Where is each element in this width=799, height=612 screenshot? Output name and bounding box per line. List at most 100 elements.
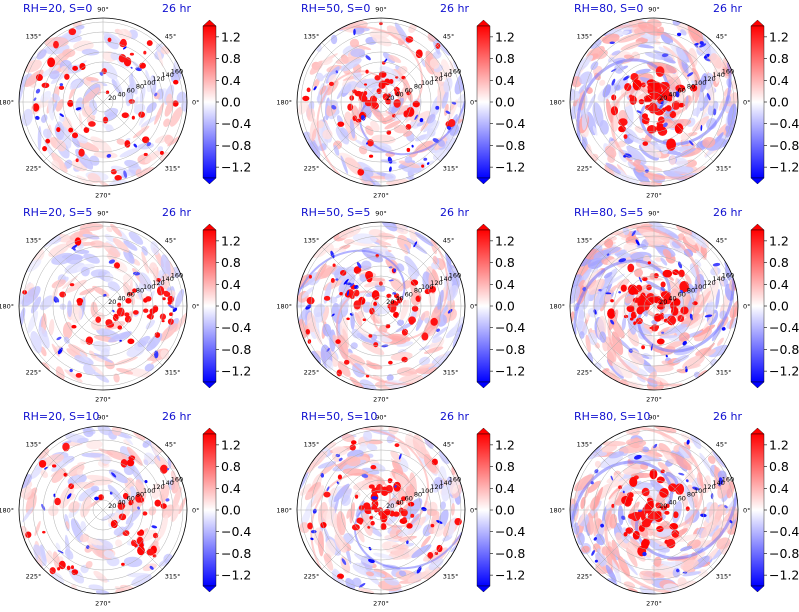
field-wash <box>68 464 85 477</box>
colorbar-tick-label: 0.8 <box>769 255 789 270</box>
field-wash <box>681 60 690 74</box>
field-wash <box>392 460 404 476</box>
colorbar-body <box>202 433 217 587</box>
field-wash <box>717 470 727 480</box>
r-tick-label: 60 <box>678 495 686 503</box>
field-wash <box>608 451 625 459</box>
convective-cell <box>448 118 456 127</box>
panel-title: RH=80, S=10 <box>574 410 650 423</box>
colorbar: 1.2 0.8 0.4 0.0 −0.4 −0.8 −1.2 <box>750 19 799 185</box>
field-wash <box>169 106 183 127</box>
convective-cell <box>112 313 119 322</box>
convective-cell <box>25 531 32 538</box>
field-wash <box>585 312 590 320</box>
panel-title: RH=50, S=0 <box>301 2 370 15</box>
field-wash <box>111 426 122 436</box>
downdraft-streak <box>75 107 82 111</box>
polar-frame <box>18 221 188 391</box>
downdraft-streak <box>729 520 733 524</box>
field-wash <box>714 264 718 277</box>
theta-tick-label: 180° <box>549 303 565 311</box>
downdraft-streak <box>591 550 595 556</box>
downdraft-streak <box>384 58 388 63</box>
colorbar-tick-label: 0.0 <box>495 95 515 110</box>
theta-tick-label: 315° <box>165 368 181 376</box>
downdraft-streak <box>154 92 158 97</box>
convective-cell <box>332 263 336 267</box>
r-tick-label: 120 <box>703 75 715 83</box>
field-wash <box>33 544 47 567</box>
time-label: 26 hr <box>713 410 742 423</box>
field-wash <box>638 450 660 459</box>
spiral-band <box>316 70 388 176</box>
field <box>19 18 187 186</box>
convective-cell <box>380 523 387 531</box>
theta-gridline <box>321 42 382 103</box>
convective-cell <box>137 545 145 556</box>
field-wash <box>137 335 151 348</box>
field-wash <box>697 370 708 377</box>
field-wash <box>388 548 414 560</box>
theta-tick-label: 45° <box>443 33 455 41</box>
field-wash <box>605 564 617 583</box>
theta-tick-label: 180° <box>276 507 292 515</box>
convective-cell <box>371 102 379 110</box>
r-tick-label: 20 <box>108 94 116 102</box>
spiral-band <box>360 427 430 528</box>
colorbar-tick-label: 0.8 <box>495 459 515 474</box>
theta-gridline <box>653 101 714 162</box>
field-wash <box>678 332 690 342</box>
convective-cell <box>367 139 374 147</box>
r-tick-label: 120 <box>152 483 164 491</box>
convective-cell <box>638 98 645 105</box>
field-wash <box>123 439 131 446</box>
downdraft-streak <box>423 157 428 161</box>
r-tick-label: 40 <box>117 498 125 506</box>
downdraft-streak <box>700 124 703 132</box>
convective-cell <box>610 106 619 116</box>
field-wash <box>70 518 84 543</box>
field-wash <box>354 311 363 327</box>
field-wash <box>341 81 358 94</box>
field-wash <box>299 471 309 490</box>
downdraft-streak <box>360 114 366 121</box>
theta-tick-label: 225° <box>304 572 320 580</box>
convective-cell <box>350 440 357 445</box>
field-wash <box>723 87 729 97</box>
field-wash <box>448 517 457 538</box>
convective-cell <box>660 469 665 474</box>
convective-cell <box>368 154 374 158</box>
colorbar-tick-label: −0.4 <box>495 524 525 539</box>
field-wash <box>612 559 622 584</box>
downdraft-streak <box>338 457 343 462</box>
field-wash <box>146 102 157 114</box>
field-wash <box>422 524 433 537</box>
theta-tick-label: 135° <box>577 237 593 245</box>
field-wash <box>354 553 374 566</box>
convective-cell <box>374 292 378 296</box>
r-tick-label: 120 <box>430 483 442 491</box>
convective-cell <box>121 112 129 119</box>
convective-cell <box>675 483 685 495</box>
field-wash <box>34 520 41 536</box>
downdraft-streak <box>313 86 317 91</box>
r-tick-label: 40 <box>117 294 125 302</box>
convective-cell <box>401 356 408 363</box>
r-tick-label: 40 <box>395 90 403 98</box>
field-wash <box>116 367 134 375</box>
field-wash <box>73 40 94 52</box>
downdraft-streak <box>677 261 683 269</box>
field-wash <box>674 157 689 167</box>
downdraft-streak <box>624 153 632 158</box>
field-wash <box>601 268 618 289</box>
theta-tick-label: 270° <box>646 396 662 404</box>
field-wash <box>106 450 129 461</box>
r-tick-label: 40 <box>668 294 676 302</box>
theta-tick-label: 270° <box>646 192 662 200</box>
convective-cell <box>364 99 373 107</box>
downdraft-streak <box>130 66 133 69</box>
field-wash <box>88 350 97 359</box>
colorbar-extend-min <box>476 381 491 389</box>
downdraft-streak <box>631 230 636 237</box>
